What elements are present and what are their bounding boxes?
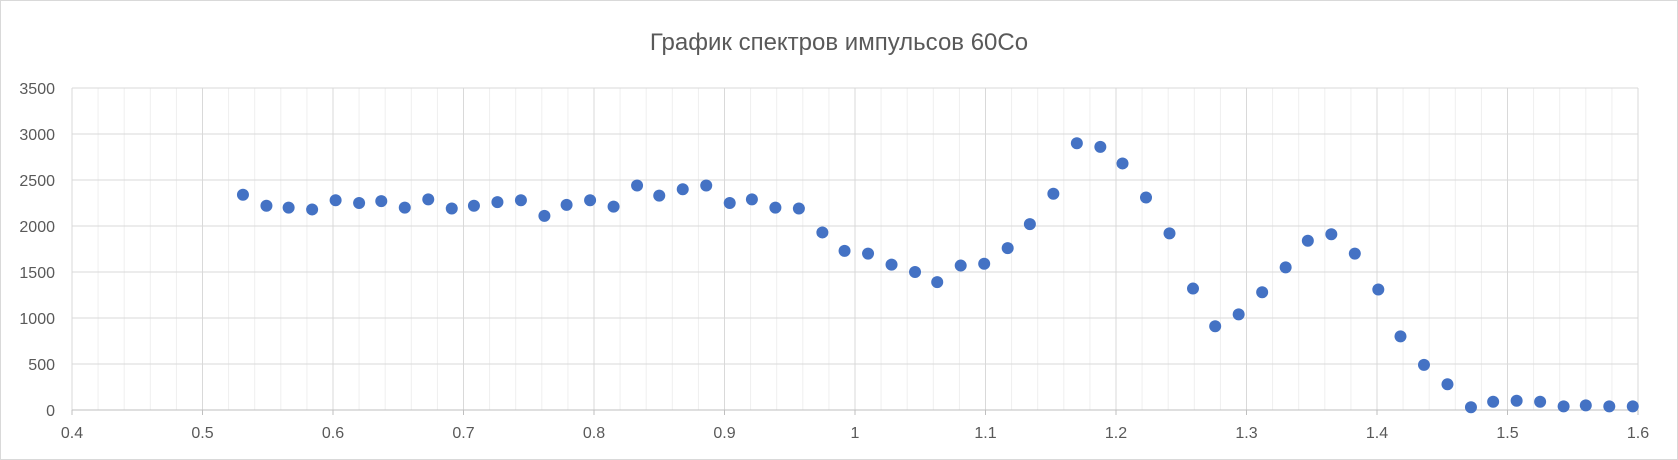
data-point (538, 209, 551, 222)
data-point (1140, 191, 1153, 204)
data-point (1534, 395, 1547, 408)
data-point (1394, 330, 1407, 343)
data-point (1301, 234, 1314, 247)
data-point (1464, 401, 1477, 414)
tick-labels: 0.4 0.5 0.6 0.7 0.8 0.9 1 1.1 1.2 1.3 1.4 1.5 1.6 0 50… (19, 81, 1649, 442)
chart-title: График спектров импульсов 60Co (649, 29, 1029, 56)
data-point (1094, 140, 1107, 153)
data-point (260, 199, 273, 212)
data-point (931, 276, 944, 289)
data-point (1279, 261, 1292, 274)
y-tick-label: 2000 (19, 219, 55, 236)
data-point (1557, 400, 1570, 413)
data-point (375, 195, 388, 208)
data-point (1441, 378, 1454, 391)
data-point (954, 259, 967, 272)
data-point (769, 201, 782, 214)
data-point (353, 197, 366, 209)
data-point (1047, 187, 1060, 200)
data-point (885, 258, 898, 271)
data-point (862, 247, 875, 260)
axes (71, 409, 1639, 415)
data-point (514, 194, 527, 207)
y-tick-label: 2500 (19, 173, 55, 190)
x-tick-label: 0.5 (191, 425, 213, 442)
data-point (1510, 394, 1523, 407)
data-point (1579, 399, 1592, 412)
data-point (676, 183, 689, 196)
data-point (1325, 228, 1338, 241)
data-point (282, 201, 295, 214)
data-point (329, 194, 342, 207)
y-tick-label: 3500 (19, 81, 55, 98)
y-tick-label: 1000 (19, 311, 55, 328)
data-point (398, 201, 411, 214)
x-tick-label: 1.6 (1627, 425, 1649, 442)
data-point (631, 179, 644, 192)
data-point (1070, 137, 1083, 150)
y-tick-label: 500 (28, 357, 55, 374)
x-tick-label: 1.4 (1366, 425, 1388, 442)
data-point (584, 194, 597, 207)
y-tick-label: 1500 (19, 265, 55, 282)
data-point (1603, 400, 1616, 413)
data-point (1116, 157, 1129, 170)
x-tick-label: 0.7 (452, 425, 474, 442)
data-point (1626, 400, 1639, 413)
data-point (467, 199, 480, 212)
grid-lines (71, 87, 1639, 411)
x-tick-label: 1 (851, 425, 860, 442)
data-point (1163, 227, 1176, 240)
data-point (1372, 283, 1385, 296)
data-point (816, 226, 829, 239)
data-point (491, 196, 504, 209)
data-points (236, 137, 1639, 414)
data-point (1256, 286, 1269, 299)
data-point (1417, 358, 1430, 371)
data-point (1487, 395, 1500, 408)
x-tick-label: 0.9 (713, 425, 735, 442)
data-point (978, 257, 991, 270)
data-point (745, 193, 758, 206)
data-point (607, 200, 620, 213)
data-point (236, 188, 249, 201)
data-point (723, 197, 736, 209)
x-tick-label: 0.6 (322, 425, 344, 442)
x-tick-label: 0.8 (583, 425, 605, 442)
data-point (838, 244, 851, 257)
data-point (1023, 218, 1036, 231)
x-tick-label: 1.1 (974, 425, 996, 442)
data-point (422, 193, 435, 206)
data-point (1186, 282, 1199, 295)
data-point (560, 198, 573, 211)
data-point (1348, 247, 1361, 260)
data-point (909, 266, 922, 278)
x-tick-label: 1.2 (1105, 425, 1127, 442)
x-tick-label: 0.4 (61, 425, 83, 442)
x-tick-label: 1.5 (1496, 425, 1518, 442)
data-point (792, 202, 805, 215)
data-point (1001, 242, 1014, 255)
data-point (653, 189, 666, 202)
data-point (700, 179, 713, 192)
y-tick-label: 0 (46, 403, 55, 420)
data-point (1209, 320, 1222, 333)
data-point (1232, 308, 1245, 321)
data-point (445, 202, 458, 215)
data-point (306, 203, 319, 216)
x-tick-label: 1.3 (1235, 425, 1257, 442)
y-tick-label: 3000 (19, 127, 55, 144)
